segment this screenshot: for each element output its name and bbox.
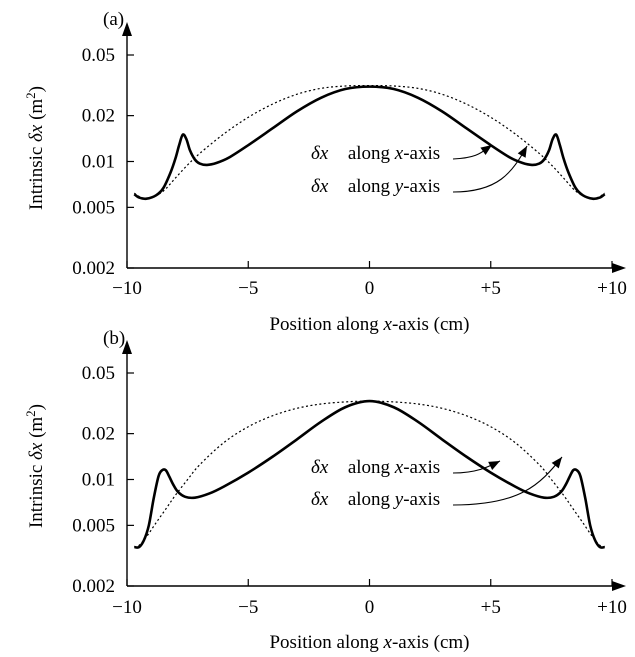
y-tick-label: 0.002 [72,576,115,597]
arrow-head-icon [551,457,562,469]
x-tick-label: −10 [112,278,142,299]
annotation-label: δx⃗ along y-axis [311,176,440,197]
y-tick-label: 0.02 [82,424,115,445]
x-axis-arrow-icon [612,581,626,591]
y-axis-label: Intrinsic δx (m2) [23,86,48,210]
x-tick-label: +10 [597,597,627,618]
x-tick-label: +5 [481,597,501,618]
series-line-x-axis [133,85,606,201]
x-tick-label: +10 [597,278,627,299]
y-axis-arrow-icon [122,22,132,36]
arrow-head-icon [480,145,492,155]
y-tick-label: 0.01 [82,470,115,491]
arrow-head-icon [488,461,500,470]
y-tick-label: 0.05 [82,363,115,384]
panel-label: (a) [103,9,124,30]
series-line-y-axis [133,84,606,199]
panel-label: (b) [103,328,125,349]
annotation-label: δx⃗ along y-axis [311,489,440,510]
annotation-label: δx⃗ along x-axis [311,143,440,164]
x-tick-label: 0 [365,597,375,618]
panel-a: −10 −5 0 +5 +10 0.002 0.005 0.01 0.02 0.05 (a) Posi… [23,9,627,335]
x-tick-label: −5 [238,597,258,618]
y-tick-label: 0.005 [72,515,115,536]
x-tick-label: +5 [481,278,501,299]
y-axis-label: Intrinsic δx (m2) [23,404,48,528]
x-tick-label: 0 [365,278,375,299]
y-tick-label: 0.02 [82,106,115,127]
annotation-arrow-line [452,456,563,506]
y-tick-label: 0.002 [72,258,115,279]
annotation-arrow-line [452,145,528,193]
x-axis-label: Position along x-axis (cm) [269,314,469,335]
annotation-label: δx⃗ along x-axis [311,457,440,478]
x-tick-label: −5 [238,278,258,299]
x-axis-label: Position along x-axis (cm) [269,632,469,653]
x-tick-label: −10 [112,597,142,618]
y-axis-arrow-icon [122,340,132,354]
y-tick-label: 0.05 [82,45,115,66]
arrow-head-icon [517,146,527,158]
panel-b: −10 −5 0 +5 +10 0.002 0.005 0.01 0.02 0.05 (b) Posi… [23,328,627,653]
series-line-y-axis [134,400,605,548]
y-tick-label: 0.01 [82,152,115,173]
y-tick-label: 0.005 [72,197,115,218]
x-axis-arrow-icon [612,263,626,273]
